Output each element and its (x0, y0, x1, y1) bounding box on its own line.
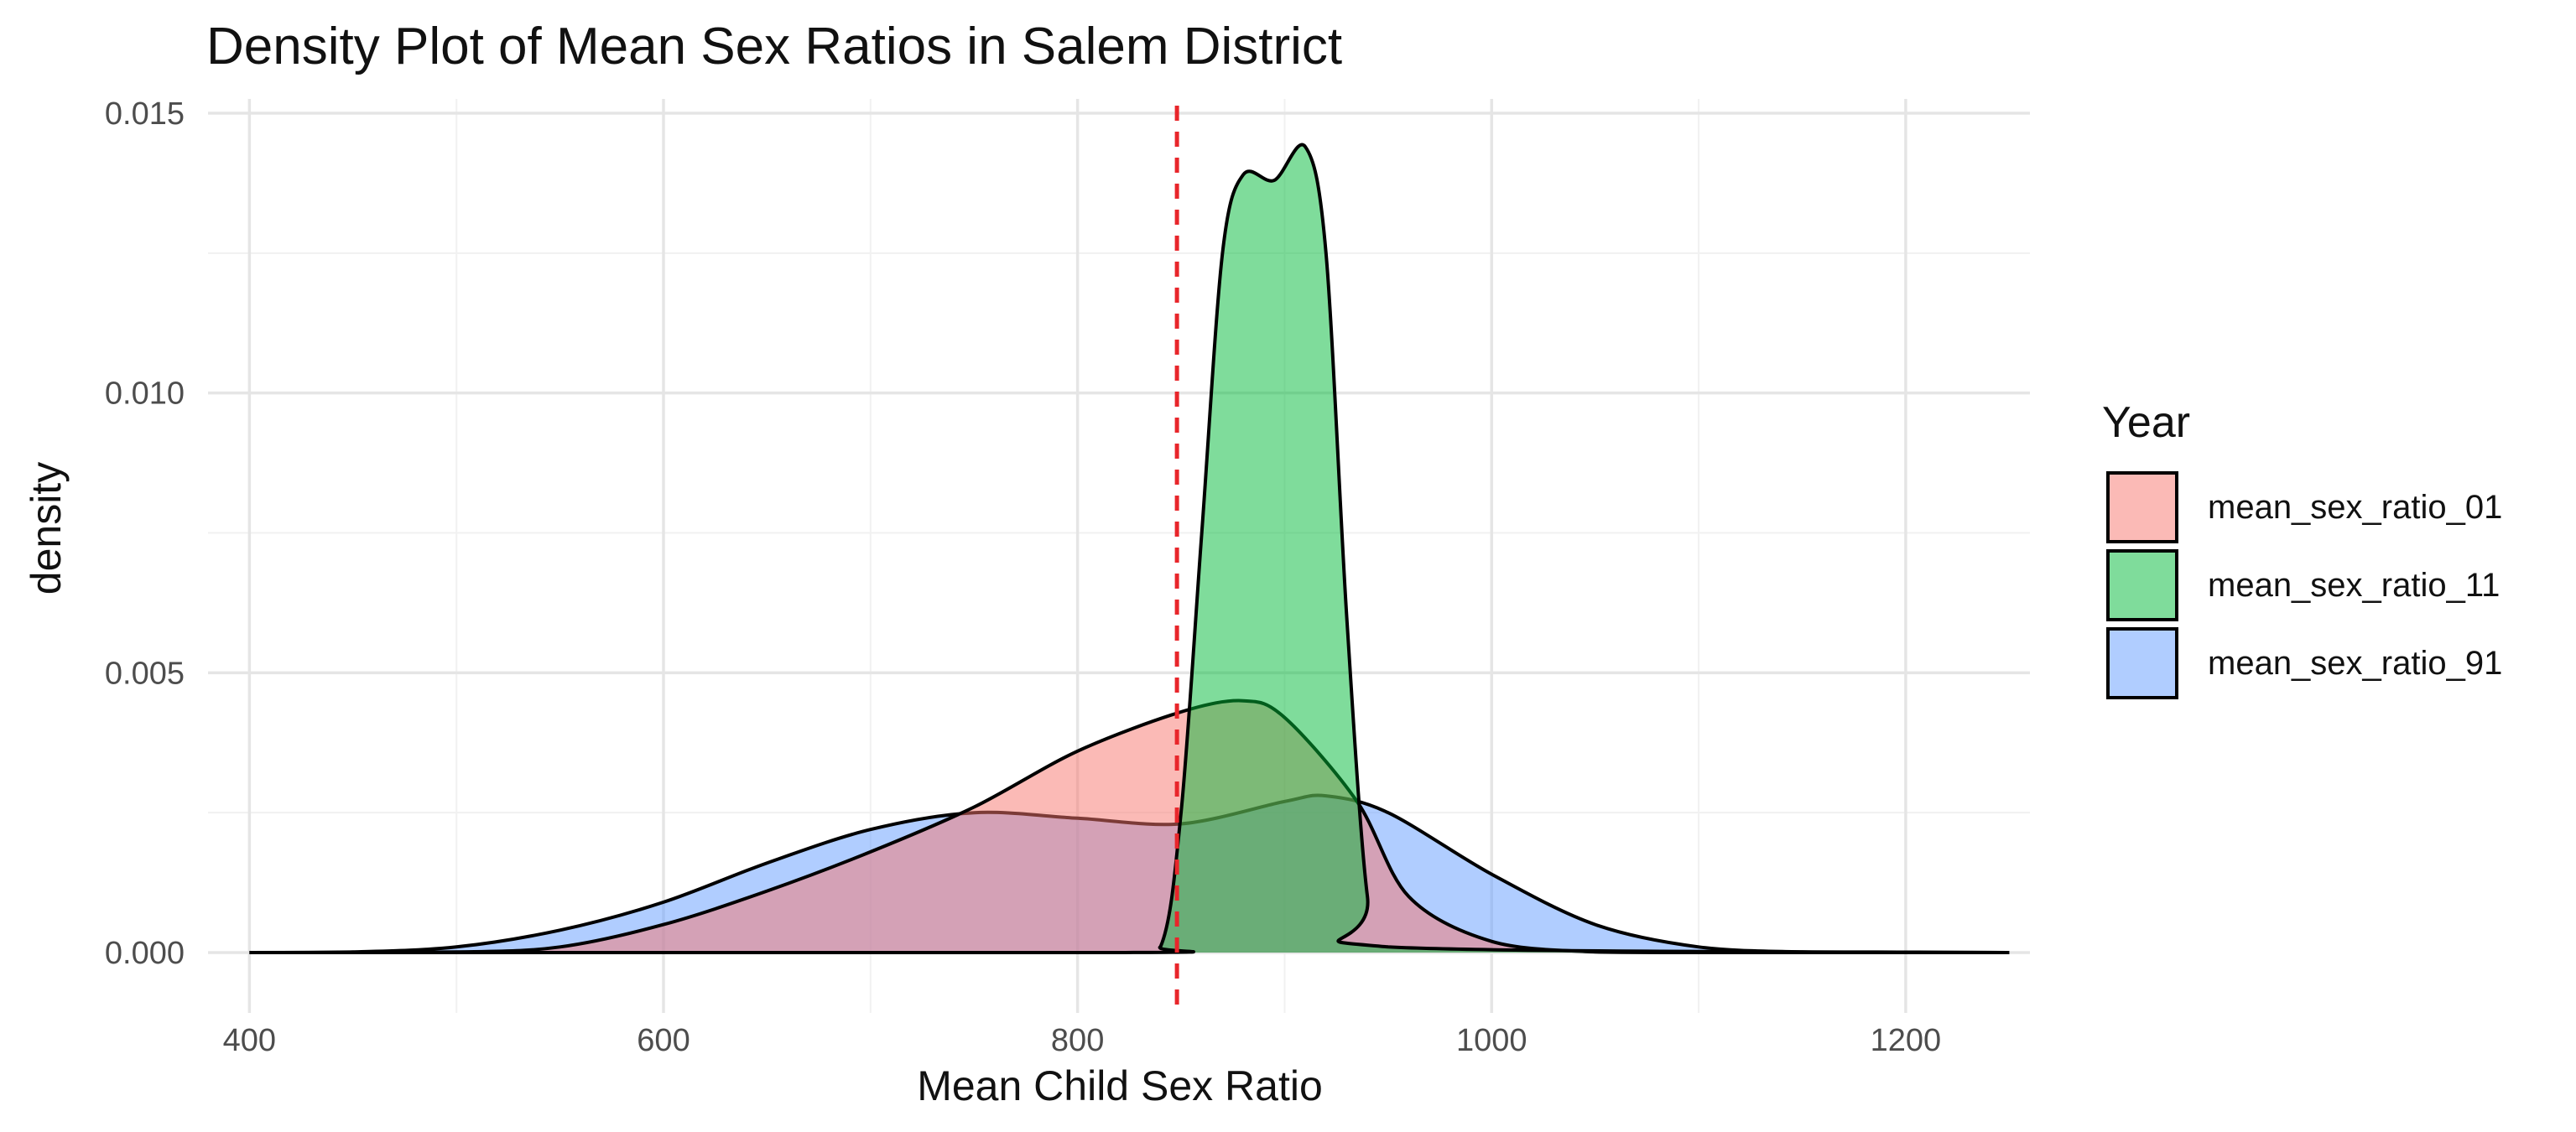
x-axis-title: Mean Child Sex Ratio (917, 1062, 1323, 1109)
legend-title: Year (2102, 398, 2190, 447)
legend: Year mean_sex_ratio_01mean_sex_ratio_11m… (2102, 398, 2502, 699)
x-tick-label: 1000 (1456, 1023, 1527, 1058)
x-tick-label: 600 (637, 1023, 690, 1058)
legend-item: mean_sex_ratio_11 (2106, 549, 2500, 621)
density-series (249, 143, 2010, 955)
chart-title: Density Plot of Mean Sex Ratios in Salem… (206, 18, 1342, 75)
y-tick-label: 0.005 (105, 656, 185, 691)
y-tick-label: 0.015 (105, 96, 185, 132)
legend-item: mean_sex_ratio_91 (2106, 627, 2502, 699)
x-axis-ticks: 400 600 800 1000 1200 (223, 1023, 1942, 1058)
x-tick-label: 400 (223, 1023, 276, 1058)
legend-label: mean_sex_ratio_01 (2208, 489, 2502, 526)
density-area-mean_sex_ratio_01 (249, 700, 2010, 953)
legend-swatch (2106, 549, 2178, 621)
legend-swatch (2106, 471, 2178, 543)
x-tick-label: 1200 (1871, 1023, 1942, 1058)
legend-swatch (2106, 627, 2178, 699)
y-tick-label: 0.010 (105, 376, 185, 412)
y-axis-ticks: 0.000 0.005 0.010 0.015 (105, 96, 185, 971)
y-axis-title: density (23, 462, 70, 595)
legend-items: mean_sex_ratio_01 mean_sex_ratio_11 mean_s… (2106, 471, 2502, 699)
x-tick-label: 800 (1051, 1023, 1104, 1058)
y-tick-label: 0.000 (105, 936, 185, 971)
legend-label: mean_sex_ratio_91 (2208, 645, 2502, 682)
density-outline-mean_sex_ratio_11 (249, 143, 2010, 955)
legend-label: mean_sex_ratio_11 (2208, 567, 2500, 604)
legend-item: mean_sex_ratio_01 (2106, 471, 2502, 543)
